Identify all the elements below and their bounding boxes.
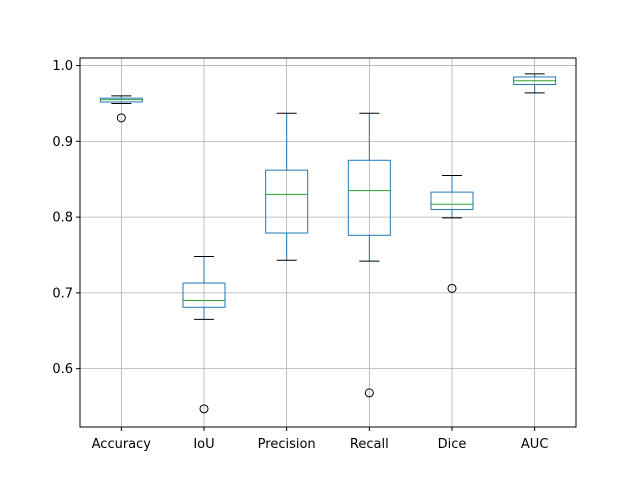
y-tick-label: 0.7 xyxy=(52,286,73,301)
x-tick-label-recall: Recall xyxy=(350,437,389,452)
x-tick-label-precision: Precision xyxy=(258,437,316,452)
iqr-box-iou xyxy=(182,282,226,308)
plot-area-frame xyxy=(79,57,577,428)
outlier-point-recall xyxy=(364,388,374,398)
x-tick-label-iou: IoU xyxy=(193,437,214,452)
outlier-point-iou xyxy=(199,404,209,414)
box-dice xyxy=(430,174,474,293)
box-series xyxy=(99,73,557,414)
y-tick-label: 1.0 xyxy=(52,59,73,74)
y-tick-label: 0.9 xyxy=(52,135,73,150)
iqr-box-precision xyxy=(265,169,309,234)
x-tick-label-auc: AUC xyxy=(521,437,549,452)
outlier-point-dice xyxy=(447,283,457,293)
y-tick-label: 0.8 xyxy=(52,211,73,226)
box-accuracy xyxy=(99,95,143,123)
x-tick-label-accuracy: Accuracy xyxy=(92,437,152,452)
iqr-box-dice xyxy=(430,191,474,211)
iqr-box-recall xyxy=(347,159,391,236)
box-auc xyxy=(513,73,557,94)
box-recall xyxy=(347,112,391,398)
axis-ticks: 0.6 0.7 0.8 0.9 1.0 Accuracy IoU Precision Recal… xyxy=(52,59,548,452)
x-tick-label-dice: Dice xyxy=(438,437,467,452)
box-iou xyxy=(182,256,226,414)
box-precision xyxy=(265,112,309,261)
grid-lines xyxy=(80,58,576,427)
y-tick-label: 0.6 xyxy=(52,362,73,377)
outlier-point-accuracy xyxy=(116,113,126,123)
